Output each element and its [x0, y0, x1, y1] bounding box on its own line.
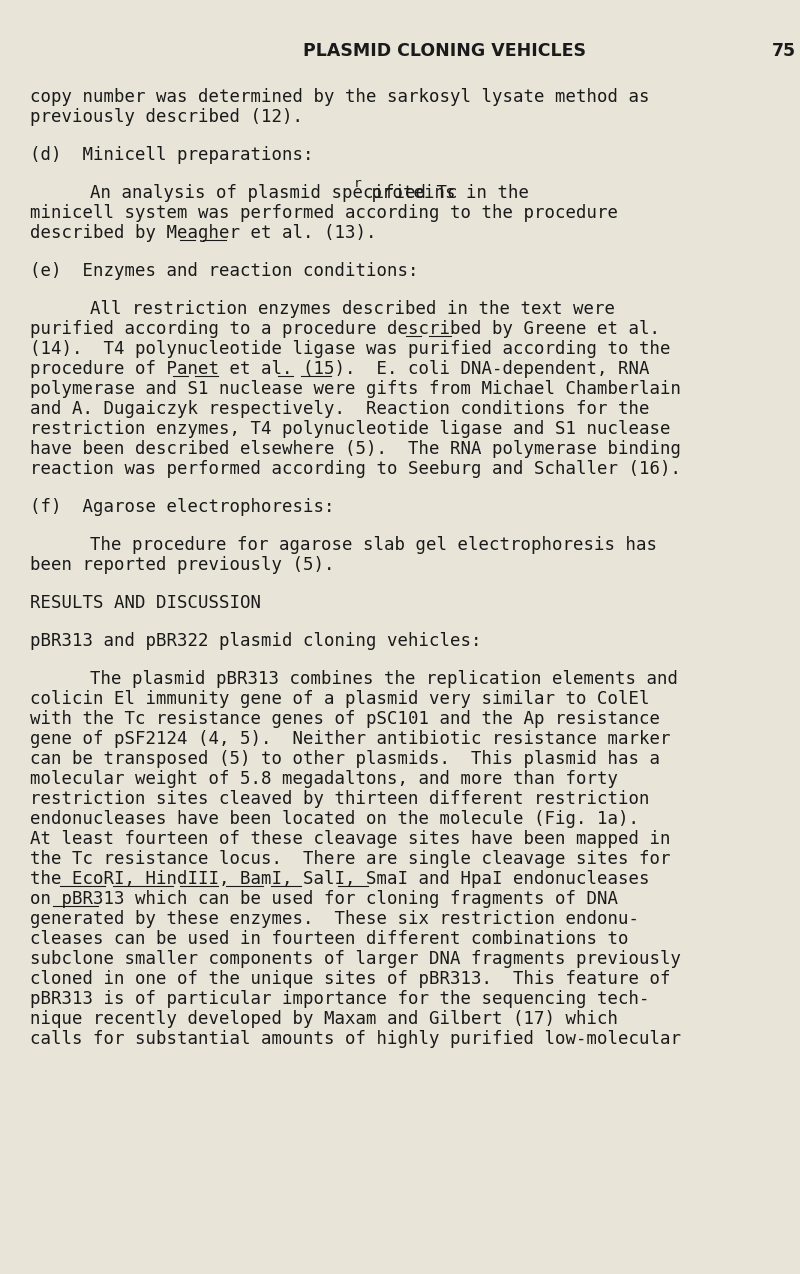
- Text: (d)  Minicell preparations:: (d) Minicell preparations:: [30, 147, 314, 164]
- Text: molecular weight of 5.8 megadaltons, and more than forty: molecular weight of 5.8 megadaltons, and…: [30, 769, 618, 789]
- Text: minicell system was performed according to the procedure: minicell system was performed according …: [30, 204, 618, 222]
- Text: cleases can be used in fourteen different combinations to: cleases can be used in fourteen differen…: [30, 930, 629, 948]
- Text: the Tc resistance locus.  There are single cleavage sites for: the Tc resistance locus. There are singl…: [30, 850, 670, 868]
- Text: procedure of Panet et al. (15).  E. coli DNA-dependent, RNA: procedure of Panet et al. (15). E. coli …: [30, 361, 650, 378]
- Text: (e)  Enzymes and reaction conditions:: (e) Enzymes and reaction conditions:: [30, 262, 418, 280]
- Text: At least fourteen of these cleavage sites have been mapped in: At least fourteen of these cleavage site…: [30, 829, 670, 848]
- Text: generated by these enzymes.  These six restriction endonu-: generated by these enzymes. These six re…: [30, 910, 639, 927]
- Text: restriction sites cleaved by thirteen different restriction: restriction sites cleaved by thirteen di…: [30, 790, 650, 808]
- Text: colicin El immunity gene of a plasmid very similar to ColEl: colicin El immunity gene of a plasmid ve…: [30, 691, 650, 708]
- Text: previously described (12).: previously described (12).: [30, 108, 303, 126]
- Text: calls for substantial amounts of highly purified low-molecular: calls for substantial amounts of highly …: [30, 1029, 681, 1049]
- Text: with the Tc resistance genes of pSC101 and the Ap resistance: with the Tc resistance genes of pSC101 a…: [30, 710, 660, 727]
- Text: reaction was performed according to Seeburg and Schaller (16).: reaction was performed according to Seeb…: [30, 460, 681, 478]
- Text: (14).  T4 polynucleotide ligase was purified according to the: (14). T4 polynucleotide ligase was purif…: [30, 340, 670, 358]
- Text: The plasmid pBR313 combines the replication elements and: The plasmid pBR313 combines the replicat…: [90, 670, 678, 688]
- Text: endonucleases have been located on the molecule (Fig. 1a).: endonucleases have been located on the m…: [30, 810, 639, 828]
- Text: The procedure for agarose slab gel electrophoresis has: The procedure for agarose slab gel elect…: [90, 536, 657, 554]
- Text: polymerase and S1 nuclease were gifts from Michael Chamberlain: polymerase and S1 nuclease were gifts fr…: [30, 380, 681, 397]
- Text: can be transposed (5) to other plasmids.  This plasmid has a: can be transposed (5) to other plasmids.…: [30, 750, 660, 768]
- Text: An analysis of plasmid specified Tc: An analysis of plasmid specified Tc: [90, 183, 458, 203]
- Text: nique recently developed by Maxam and Gilbert (17) which: nique recently developed by Maxam and Gi…: [30, 1010, 618, 1028]
- Text: 75: 75: [772, 42, 796, 60]
- Text: proteins in the: proteins in the: [361, 183, 529, 203]
- Text: pBR313 is of particular importance for the sequencing tech-: pBR313 is of particular importance for t…: [30, 990, 650, 1008]
- Text: r: r: [354, 177, 362, 190]
- Text: pBR313 and pBR322 plasmid cloning vehicles:: pBR313 and pBR322 plasmid cloning vehicl…: [30, 632, 482, 650]
- Text: have been described elsewhere (5).  The RNA polymerase binding: have been described elsewhere (5). The R…: [30, 440, 681, 457]
- Text: and A. Dugaiczyk respectively.  Reaction conditions for the: and A. Dugaiczyk respectively. Reaction …: [30, 400, 650, 418]
- Text: purified according to a procedure described by Greene et al.: purified according to a procedure descri…: [30, 320, 660, 338]
- Text: cloned in one of the unique sites of pBR313.  This feature of: cloned in one of the unique sites of pBR…: [30, 970, 670, 989]
- Text: (f)  Agarose electrophoresis:: (f) Agarose electrophoresis:: [30, 498, 334, 516]
- Text: described by Meagher et al. (13).: described by Meagher et al. (13).: [30, 224, 377, 242]
- Text: PLASMID CLONING VEHICLES: PLASMID CLONING VEHICLES: [302, 42, 586, 60]
- Text: been reported previously (5).: been reported previously (5).: [30, 555, 334, 575]
- Text: copy number was determined by the sarkosyl lysate method as: copy number was determined by the sarkos…: [30, 88, 650, 106]
- Text: the EcoRI, HindIII, BamI, SalI, SmaI and HpaI endonucleases: the EcoRI, HindIII, BamI, SalI, SmaI and…: [30, 870, 650, 888]
- Text: gene of pSF2124 (4, 5).  Neither antibiotic resistance marker: gene of pSF2124 (4, 5). Neither antibiot…: [30, 730, 670, 748]
- Text: on pBR313 which can be used for cloning fragments of DNA: on pBR313 which can be used for cloning …: [30, 891, 618, 908]
- Text: subclone smaller components of larger DNA fragments previously: subclone smaller components of larger DN…: [30, 950, 681, 968]
- Text: restriction enzymes, T4 polynucleotide ligase and S1 nuclease: restriction enzymes, T4 polynucleotide l…: [30, 420, 670, 438]
- Text: RESULTS AND DISCUSSION: RESULTS AND DISCUSSION: [30, 594, 261, 612]
- Text: All restriction enzymes described in the text were: All restriction enzymes described in the…: [90, 299, 615, 318]
